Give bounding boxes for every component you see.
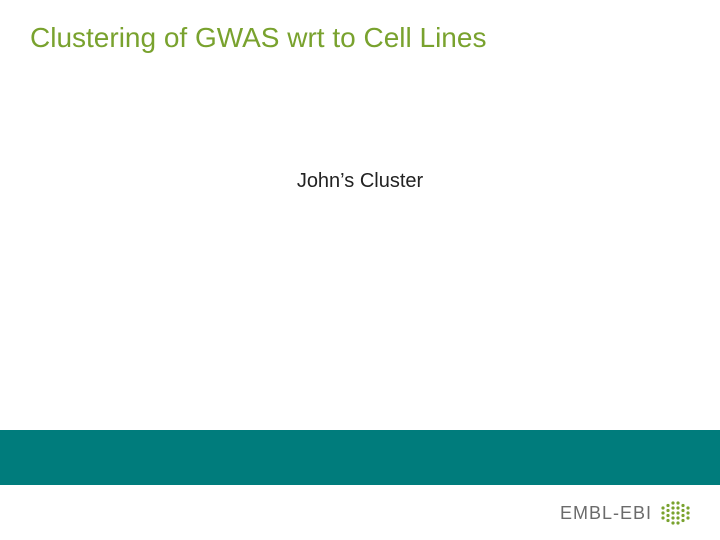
slide-container: Clustering of GWAS wrt to Cell Lines Joh… — [0, 0, 720, 540]
logo-dots-icon — [660, 498, 690, 528]
slide-title: Clustering of GWAS wrt to Cell Lines — [30, 22, 486, 54]
footer-band — [0, 430, 720, 485]
footer-logo: EMBL-EBI — [560, 498, 690, 528]
logo-text: EMBL-EBI — [560, 503, 652, 524]
slide-subtitle: John’s Cluster — [0, 170, 720, 193]
